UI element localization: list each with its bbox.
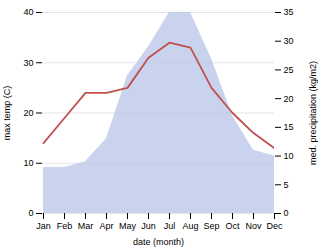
svg-text:20: 20	[23, 108, 33, 118]
svg-text:30: 30	[23, 58, 33, 68]
svg-text:0: 0	[284, 208, 289, 218]
svg-text:Jul: Jul	[164, 221, 176, 231]
svg-text:Jun: Jun	[141, 221, 156, 231]
svg-text:Nov: Nov	[245, 221, 262, 231]
svg-text:med. precipitation (kg/m2): med. precipitation (kg/m2)	[308, 61, 318, 165]
svg-text:May: May	[119, 221, 137, 231]
svg-text:Aug: Aug	[182, 221, 198, 231]
svg-text:40: 40	[23, 7, 33, 17]
svg-text:Dec: Dec	[266, 221, 283, 231]
svg-text:max temp (C): max temp (C)	[2, 86, 12, 141]
svg-text:date (month): date (month)	[133, 237, 184, 247]
svg-text:Sep: Sep	[203, 221, 219, 231]
svg-text:Feb: Feb	[57, 221, 73, 231]
svg-text:30: 30	[284, 36, 294, 46]
svg-text:Mar: Mar	[78, 221, 94, 231]
svg-text:5: 5	[284, 180, 289, 190]
svg-text:Apr: Apr	[99, 221, 113, 231]
svg-text:0: 0	[28, 208, 33, 218]
svg-text:25: 25	[284, 65, 294, 75]
svg-text:10: 10	[284, 151, 294, 161]
svg-text:10: 10	[23, 158, 33, 168]
svg-text:Oct: Oct	[225, 221, 240, 231]
svg-text:35: 35	[284, 7, 294, 17]
svg-text:15: 15	[284, 122, 294, 132]
svg-text:20: 20	[284, 94, 294, 104]
svg-text:Jan: Jan	[36, 221, 51, 231]
